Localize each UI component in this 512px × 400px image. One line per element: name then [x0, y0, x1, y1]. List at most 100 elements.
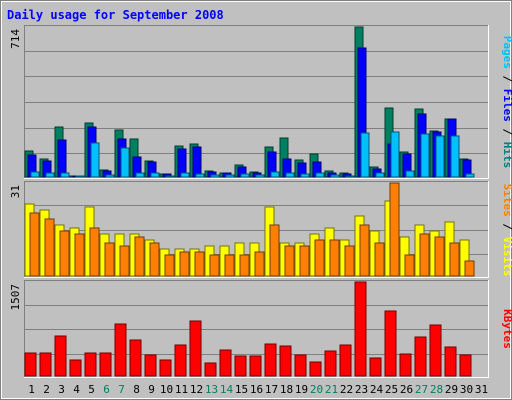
bar-sites: [359, 224, 370, 277]
legend-entry: /: [501, 69, 512, 89]
bar-pages: [60, 172, 70, 178]
bar-sites: [374, 242, 385, 277]
bar-pages: [195, 173, 205, 178]
bar-kbytes: [84, 352, 97, 377]
bar-pages: [105, 174, 115, 178]
bar-pages: [300, 173, 310, 178]
day-label: 16: [250, 383, 263, 396]
day-label: 18: [280, 383, 293, 396]
bar-kbytes: [384, 310, 397, 377]
day-label: 11: [175, 383, 188, 396]
bar-kbytes: [24, 352, 37, 377]
day-label: 25: [385, 383, 398, 396]
bar-kbytes: [39, 352, 52, 377]
bar-sites: [44, 218, 55, 277]
bar-pages: [285, 172, 295, 178]
day-label: 10: [160, 383, 173, 396]
bar-pages: [120, 147, 130, 178]
bar-files: [192, 146, 202, 178]
bar-sites: [299, 245, 310, 277]
bar-kbytes: [279, 345, 292, 377]
bar-pages: [420, 133, 430, 178]
legend-entry: Visits: [501, 237, 512, 277]
bar-pages: [390, 131, 400, 178]
day-label: 29: [445, 383, 458, 396]
bar-kbytes: [459, 354, 472, 377]
day-label: 24: [370, 383, 384, 396]
bar-pages: [135, 172, 145, 178]
day-label: 1: [28, 383, 35, 396]
panel-hits-files-pages: 714 Pages / Files / Hits: [9, 25, 512, 179]
bar-pages: [150, 172, 160, 178]
bar-sites: [104, 242, 115, 277]
day-label: 30: [460, 383, 473, 396]
panel-visits-sites: 31 Sites / Visits: [9, 181, 512, 278]
day-axis: 1 2 3 4 5 6 7 8 9 10 11 12 13 14 15 16 17 18 19 20 21 22 23 24 2…: [28, 383, 488, 396]
bar-pages: [360, 132, 370, 178]
day-label: 6: [103, 383, 110, 396]
bar-sites: [419, 233, 430, 277]
day-label: 20: [310, 383, 323, 396]
bar-sites: [29, 212, 40, 277]
bar-sites: [434, 236, 445, 277]
bar-pages: [30, 171, 40, 178]
bar-pages: [45, 172, 55, 178]
bar-pages: [240, 173, 250, 178]
bar-sites: [89, 227, 100, 277]
bar-pages: [405, 170, 415, 178]
bar-pages: [210, 174, 220, 178]
bar-pages: [465, 173, 475, 178]
bar-pages: [330, 174, 340, 178]
bar-sites: [74, 233, 85, 277]
bar-pages: [75, 175, 85, 178]
bar-kbytes: [219, 349, 232, 377]
panel-legend: Sites / Visits: [501, 184, 512, 277]
bar-pages: [165, 175, 175, 178]
day-label: 31: [475, 383, 488, 396]
day-label: 12: [190, 383, 203, 396]
bar-sites: [179, 251, 190, 277]
bar-kbytes: [189, 320, 202, 377]
legend-entry: KBytes: [501, 309, 512, 349]
bar-kbytes: [324, 350, 337, 377]
chart-title: Daily usage for September 2008: [7, 8, 224, 22]
bar-kbytes: [204, 362, 217, 377]
day-label: 7: [118, 383, 125, 396]
bar-sites: [269, 224, 280, 277]
bar-pages: [255, 174, 265, 178]
bar-sites: [464, 260, 475, 277]
bar-kbytes: [444, 346, 457, 377]
bar-kbytes: [354, 281, 367, 377]
bar-sites: [449, 242, 460, 277]
bar-pages: [315, 172, 325, 178]
bar-kbytes: [264, 343, 277, 377]
bar-kbytes: [114, 323, 127, 377]
bar-kbytes: [159, 359, 172, 377]
bar-kbytes: [174, 344, 187, 377]
bar-kbytes: [429, 324, 442, 377]
bar-kbytes: [414, 336, 427, 377]
legend-entry: Files: [501, 89, 512, 122]
bar-pages: [450, 135, 460, 178]
bar-kbytes: [69, 359, 82, 377]
bar-pages: [90, 142, 100, 178]
bar-pages: [180, 172, 190, 178]
bar-kbytes: [399, 353, 412, 377]
bar-sites: [344, 245, 355, 277]
chart-panels: 714 Pages / Files / Hits 31 Sites / Visits 1…: [9, 25, 512, 378]
bar-kbytes: [339, 344, 352, 377]
bar-pages: [345, 175, 355, 178]
bar-kbytes: [129, 339, 142, 377]
legend-entry: /: [501, 217, 512, 237]
bar-pages: [435, 135, 445, 178]
bar-sites: [224, 254, 235, 277]
panel-legend: KBytes: [501, 309, 512, 349]
bar-sites: [239, 254, 250, 277]
day-label: 2: [43, 383, 50, 396]
bar-sites: [134, 236, 145, 277]
day-label: 9: [148, 383, 155, 396]
day-label: 19: [295, 383, 308, 396]
day-label: 5: [88, 383, 95, 396]
bar-sites: [254, 251, 265, 277]
